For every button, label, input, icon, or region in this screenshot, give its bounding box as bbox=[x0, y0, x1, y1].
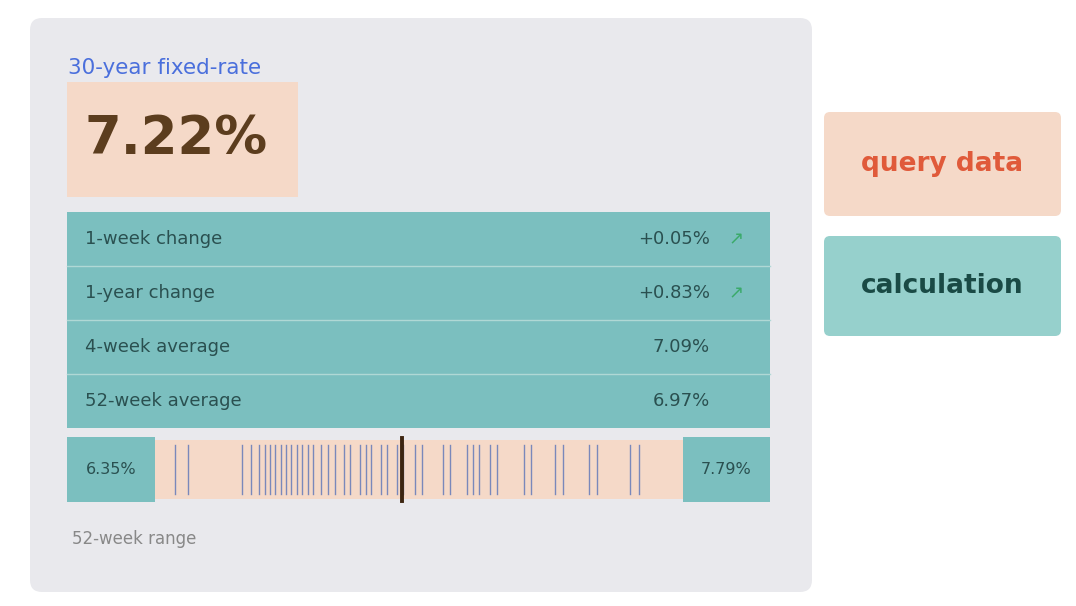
FancyBboxPatch shape bbox=[67, 212, 770, 428]
FancyBboxPatch shape bbox=[683, 437, 770, 502]
Text: ↗: ↗ bbox=[728, 230, 744, 248]
Text: 7.22%: 7.22% bbox=[85, 113, 268, 165]
Text: 52-week average: 52-week average bbox=[85, 392, 242, 410]
Text: 1-year change: 1-year change bbox=[85, 284, 215, 302]
FancyBboxPatch shape bbox=[67, 437, 155, 502]
Text: 4-week average: 4-week average bbox=[85, 338, 230, 356]
Text: calculation: calculation bbox=[861, 273, 1023, 299]
FancyBboxPatch shape bbox=[155, 440, 683, 499]
FancyBboxPatch shape bbox=[824, 236, 1061, 336]
Text: query data: query data bbox=[862, 151, 1023, 177]
Text: 6.35%: 6.35% bbox=[86, 462, 137, 477]
Text: 52-week range: 52-week range bbox=[72, 530, 197, 548]
Text: +0.05%: +0.05% bbox=[638, 230, 710, 248]
FancyBboxPatch shape bbox=[67, 82, 298, 197]
Text: ↗: ↗ bbox=[728, 284, 744, 302]
FancyBboxPatch shape bbox=[824, 112, 1061, 216]
Text: 6.97%: 6.97% bbox=[653, 392, 710, 410]
Text: 1-week change: 1-week change bbox=[85, 230, 223, 248]
Text: 7.09%: 7.09% bbox=[653, 338, 710, 356]
FancyBboxPatch shape bbox=[30, 18, 812, 592]
Text: +0.83%: +0.83% bbox=[638, 284, 710, 302]
Text: 7.79%: 7.79% bbox=[702, 462, 752, 477]
Text: 30-year fixed-rate: 30-year fixed-rate bbox=[68, 58, 261, 78]
